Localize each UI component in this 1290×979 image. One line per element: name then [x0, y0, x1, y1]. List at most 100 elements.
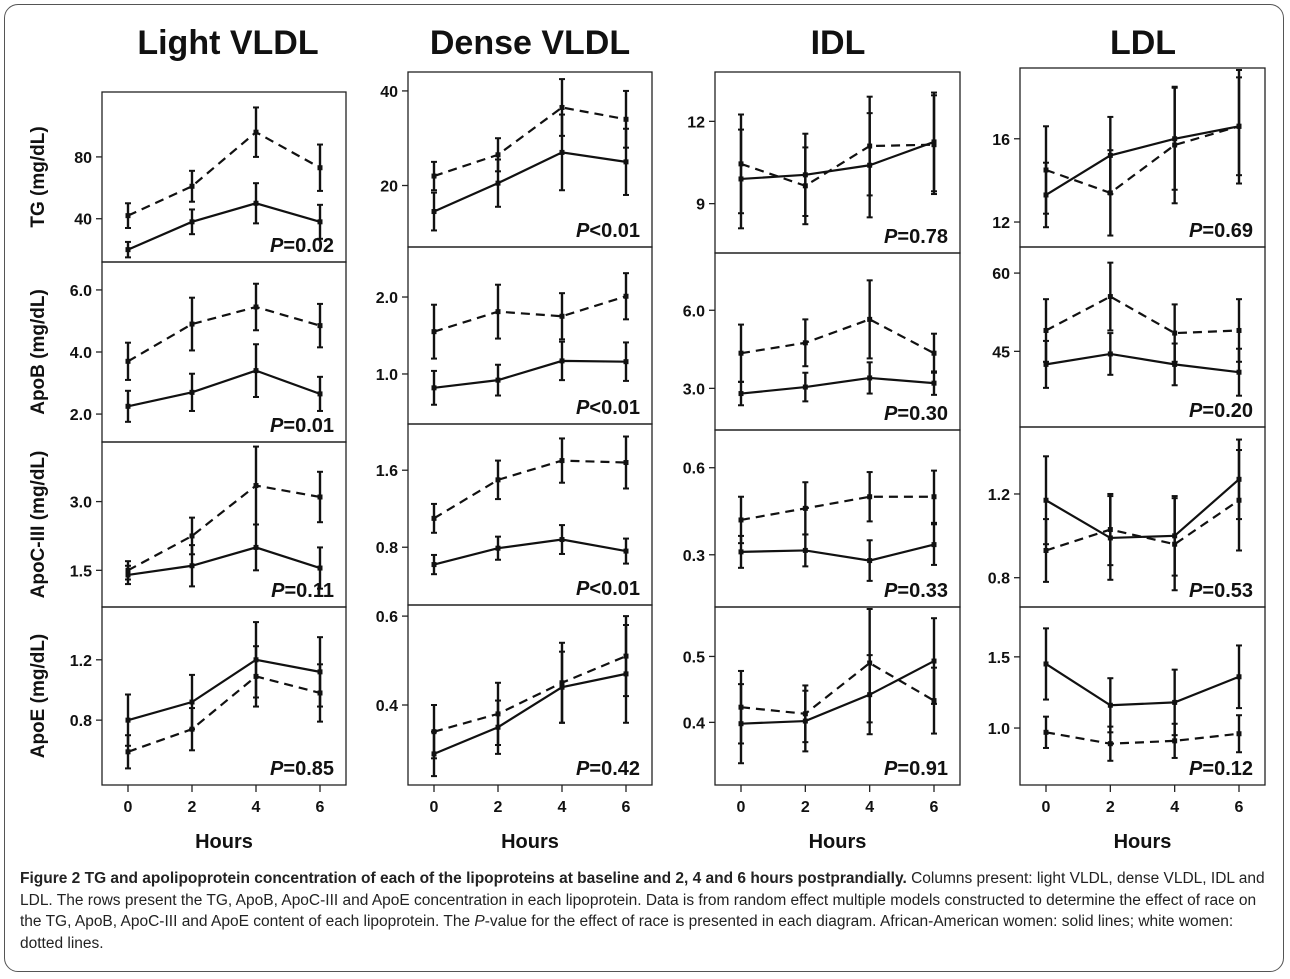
dashed-data-point [559, 313, 565, 319]
solid-data-point [1107, 535, 1113, 541]
y-tick-label: 0.4 [376, 698, 398, 715]
panel-ldl-row-1: 45 60 P=0.20 [992, 246, 1266, 428]
p-value-label: P=0.42 [576, 758, 640, 780]
y-tick-label: 9 [696, 197, 705, 214]
y-tick-label: 1.2 [988, 487, 1010, 504]
row-label-apoc-iii-mg-dl: ApoC-III (mg/dL) [28, 451, 49, 599]
solid-series-line [127, 546, 321, 577]
x-tick-label: 4 [1170, 799, 1179, 816]
solid-data-point [431, 209, 437, 215]
solid-data-point [1236, 476, 1242, 482]
solid-series-line [433, 538, 627, 566]
row-label-apoe-mg-dl: ApoE (mg/dL) [28, 634, 49, 759]
solid-series-line [740, 140, 935, 181]
y-tick-label: 12 [687, 114, 705, 131]
solid-data-point [623, 359, 629, 365]
solid-series-line [127, 202, 321, 251]
solid-data-point [317, 669, 323, 675]
panel-idl-row-2: 0.3 0.6 P=0.33 [683, 429, 961, 608]
solid-data-point [253, 657, 259, 663]
p-value-label: P=0.85 [270, 758, 334, 780]
dashed-series-line [433, 459, 627, 520]
solid-data-point [559, 684, 565, 690]
dashed-data-point [1236, 731, 1242, 737]
solid-data-point [931, 658, 937, 664]
dashed-series-line [1045, 125, 1240, 195]
dashed-data-point [253, 304, 259, 310]
dashed-data-point [125, 749, 131, 755]
solid-data-point [559, 149, 565, 155]
dashed-data-point [317, 323, 323, 329]
solid-data-point [931, 139, 937, 145]
dashed-data-point [738, 350, 744, 356]
solid-data-point [253, 200, 259, 206]
solid-data-point [802, 718, 808, 724]
solid-series-line [740, 376, 935, 395]
row-label-tg-mg-dl: TG (mg/dL) [28, 126, 49, 227]
dashed-data-point [738, 517, 744, 523]
x-axis-label: Hours [1114, 831, 1172, 853]
y-tick-label: 1.5 [70, 563, 92, 580]
solid-data-point [931, 542, 937, 548]
solid-series-line [433, 672, 627, 755]
y-tick-label: 1.0 [376, 367, 398, 384]
solid-data-point [253, 544, 259, 550]
dashed-data-point [317, 165, 323, 171]
solid-data-point [1172, 361, 1178, 367]
dashed-series-line [127, 130, 321, 217]
solid-series-line [127, 369, 321, 408]
dashed-data-point [1172, 330, 1178, 336]
dashed-data-point [931, 350, 937, 356]
x-tick-label: 2 [188, 799, 197, 816]
solid-data-point [867, 558, 873, 564]
solid-data-point [125, 247, 131, 253]
dashed-series-line [1045, 499, 1240, 552]
x-tick-label: 0 [1042, 799, 1051, 816]
y-tick-label: 0.6 [683, 461, 705, 478]
solid-data-point [931, 380, 937, 386]
panel-border [101, 606, 347, 786]
y-tick-label: 60 [992, 266, 1010, 283]
dashed-data-point [931, 494, 937, 500]
y-tick-label: 0.3 [683, 548, 705, 565]
solid-series-line [1045, 352, 1240, 374]
solid-data-point [1043, 497, 1049, 503]
dashed-data-point [1107, 294, 1113, 300]
solid-data-point [623, 671, 629, 677]
p-value-label: P=0.01 [270, 415, 334, 437]
dashed-data-point [431, 173, 437, 179]
p-value-label: P=0.20 [1189, 400, 1253, 422]
solid-data-point [559, 358, 565, 364]
panel-light-vldl-row-0: 40 80 P=0.02 [74, 91, 347, 263]
y-tick-label: 16 [992, 132, 1010, 149]
panel-ldl-row-0: 12 16 P=0.69 [992, 67, 1266, 248]
caption-p-italic: P [474, 913, 485, 930]
y-tick-label: 3.0 [683, 381, 705, 398]
solid-data-point [431, 751, 437, 757]
solid-data-point [559, 537, 565, 543]
solid-data-point [1236, 674, 1242, 680]
y-tick-label: 2.0 [70, 407, 92, 424]
p-value-label: P=0.69 [1189, 220, 1253, 242]
dashed-series-line [127, 484, 321, 572]
p-value-label: P=0.33 [884, 580, 948, 602]
dashed-series-line [127, 305, 321, 363]
x-tick-label: 0 [430, 799, 439, 816]
dashed-data-point [1043, 327, 1049, 333]
x-axis-label: Hours [809, 831, 867, 853]
dashed-series-line [433, 655, 627, 733]
solid-data-point [867, 375, 873, 381]
panel-light-vldl-row-3: 0.8 1.2 P=0.85 [70, 606, 347, 786]
solid-series-line [433, 359, 627, 389]
dashed-series-line [1045, 295, 1240, 335]
dashed-series-line [740, 143, 935, 188]
solid-data-point [125, 403, 131, 409]
x-tick-label: 6 [622, 799, 631, 816]
caption-title: Figure 2 TG and apolipoprotein concentra… [20, 870, 907, 887]
row-label-apob-mg-dl: ApoB (mg/dL) [28, 289, 49, 415]
panel-light-vldl-row-2: 1.5 3.0 P=0.11 [70, 441, 347, 608]
y-tick-label: 0.8 [988, 571, 1010, 588]
x-tick-label: 2 [494, 799, 503, 816]
x-tick-label: 6 [1235, 799, 1244, 816]
solid-data-point [802, 547, 808, 553]
